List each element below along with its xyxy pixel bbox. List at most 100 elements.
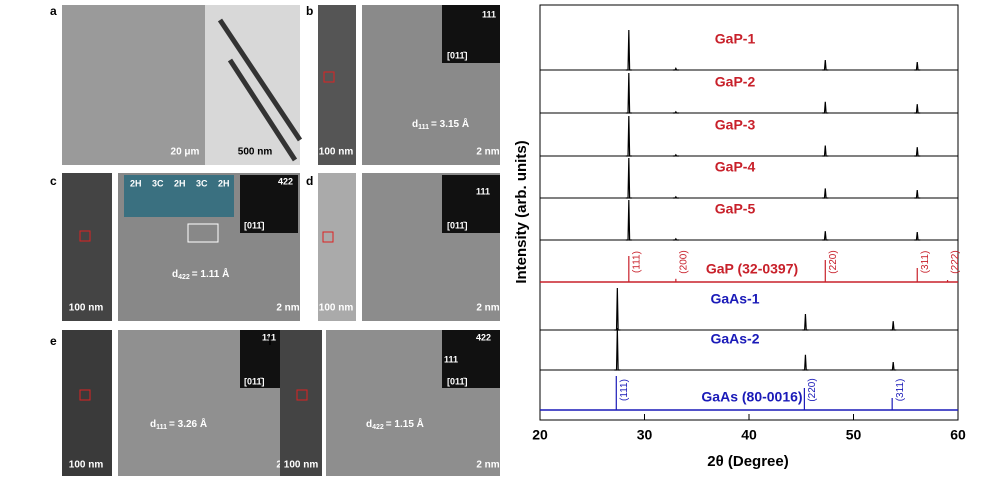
peak xyxy=(614,327,621,371)
x-tick-label: 50 xyxy=(846,427,862,443)
peak xyxy=(822,59,829,71)
panel-label: f xyxy=(268,334,273,348)
tem-image xyxy=(318,5,356,165)
inset-label: 111 xyxy=(482,9,496,19)
inset-label: 422 xyxy=(476,332,491,342)
region-box xyxy=(296,389,308,401)
inset-label: 422 xyxy=(278,176,293,186)
phase-label: 2H xyxy=(130,178,142,188)
peak xyxy=(822,101,829,114)
peak xyxy=(914,147,921,157)
scale-label: 500 nm xyxy=(238,147,273,158)
scale-label: 100 nm xyxy=(319,147,354,158)
peak xyxy=(672,153,679,157)
reference-label: GaP (32-0397) xyxy=(706,261,798,277)
region-box xyxy=(322,231,334,243)
structure-inset xyxy=(124,175,234,217)
tem-image xyxy=(62,173,112,321)
peak xyxy=(625,115,632,157)
fft-inset xyxy=(442,5,500,63)
tem-image xyxy=(62,330,112,476)
peak xyxy=(625,157,632,199)
pattern-label: GaP-3 xyxy=(715,117,756,133)
peak xyxy=(822,231,829,241)
peak xyxy=(625,72,632,114)
panel-label: b xyxy=(306,4,313,18)
panel-label: d xyxy=(306,174,313,188)
hkl-label: (311) xyxy=(920,251,931,274)
fft-inset xyxy=(240,175,298,233)
scale-label: 100 nm xyxy=(284,460,319,471)
inset-label: [011̄] xyxy=(244,220,265,230)
pattern-label: GaP-2 xyxy=(715,74,756,90)
peak xyxy=(802,354,809,371)
region-box xyxy=(79,389,91,401)
x-tick-label: 20 xyxy=(532,427,548,443)
peak xyxy=(822,188,829,199)
x-tick-label: 40 xyxy=(741,427,757,443)
fft-inset xyxy=(442,175,500,233)
nanowire xyxy=(217,18,303,142)
inset-label: [011̄] xyxy=(244,376,265,386)
x-tick-label: 30 xyxy=(637,427,653,443)
tem-image xyxy=(205,5,300,165)
inset-label: [011̄] xyxy=(447,50,468,60)
peak xyxy=(914,189,921,199)
region-box xyxy=(79,230,91,242)
peak xyxy=(914,104,921,114)
reference-label: GaAs (80-0016) xyxy=(701,389,802,405)
inset-label: 111 xyxy=(262,332,276,342)
tem-image xyxy=(280,330,322,476)
phase-label: 3C xyxy=(152,178,164,188)
inset-label: 111 xyxy=(476,186,490,196)
peak xyxy=(914,231,921,241)
scale-label: 100 nm xyxy=(69,460,104,471)
pattern-label: GaP-1 xyxy=(715,31,756,47)
nanowire xyxy=(227,58,298,162)
panel-label: c xyxy=(50,174,57,188)
peak xyxy=(625,29,632,71)
xrd-chart: 2θ (Degree) Intensity (arb. units) 20 30 4… xyxy=(513,4,966,470)
hkl-label: (222) xyxy=(950,250,961,273)
y-axis-label: Intensity (arb. units) xyxy=(513,140,530,283)
region-box xyxy=(323,71,335,83)
pattern-label: GaAs-2 xyxy=(710,331,759,347)
scale-label: 20 μm xyxy=(171,147,200,158)
panel-label: a xyxy=(50,4,57,18)
tem-image xyxy=(318,173,356,321)
hkl-label: (200) xyxy=(678,250,689,273)
phase-label: 2H xyxy=(174,178,186,188)
phase-label: 2H xyxy=(218,178,230,188)
inset-label: [011̄] xyxy=(447,220,468,230)
sem-image xyxy=(62,5,205,165)
peak xyxy=(614,287,621,331)
hkl-label: (111) xyxy=(619,379,630,401)
peak xyxy=(890,321,897,331)
hkl-label: (220) xyxy=(807,378,818,401)
hkl-label: (220) xyxy=(828,250,839,273)
inset-label: 111 xyxy=(444,354,458,364)
pattern-label: GaP-4 xyxy=(715,159,756,175)
pattern-label: GaAs-1 xyxy=(710,291,759,307)
d-spacing: d422 = 1.15 Å xyxy=(366,417,424,431)
x-axis-label: 2θ (Degree) xyxy=(707,453,788,470)
hkl-label: (311) xyxy=(895,379,906,402)
scale-label: 100 nm xyxy=(319,303,354,314)
panel-label: e xyxy=(50,334,57,348)
pattern-label: GaP-5 xyxy=(715,201,756,217)
microscopy-panels: a 20 μm 500 nm b 111 [011̄] 100 nm d111 =… xyxy=(50,4,500,476)
d-spacing: d422 = 1.11 Å xyxy=(172,267,229,281)
peak xyxy=(822,145,829,157)
peak xyxy=(672,237,679,241)
scale-label: 2 nm xyxy=(476,460,499,471)
region-box xyxy=(187,223,219,243)
peak xyxy=(672,67,679,71)
scale-label: 100 nm xyxy=(69,303,104,314)
scale-label: 2 nm xyxy=(476,303,499,314)
scale-label: 2 nm xyxy=(276,303,299,314)
peak xyxy=(914,61,921,71)
peak xyxy=(672,110,679,114)
phase-label: 3C xyxy=(196,178,208,188)
fft-inset xyxy=(442,330,500,388)
